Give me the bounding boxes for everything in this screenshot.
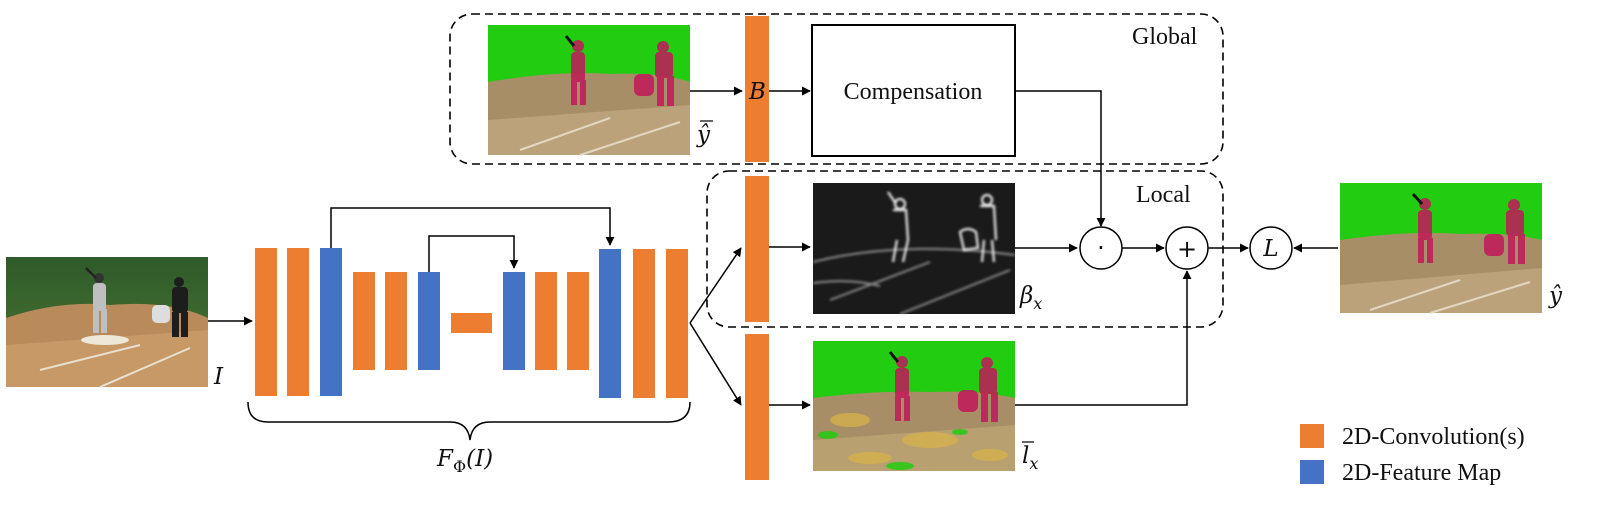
local-region-box <box>706 170 1224 328</box>
legend: 2D-Convolution(s) 2D-Feature Map <box>1300 424 1525 486</box>
compensation-label: Compensation <box>844 79 983 105</box>
conv-block <box>633 249 655 398</box>
feature-map-block <box>418 272 440 370</box>
target-image <box>1340 183 1542 314</box>
network-blocks <box>255 248 688 398</box>
legend-swatch-conv <box>1300 424 1324 448</box>
compensation-block <box>811 24 1016 157</box>
l-x-symbol: lx <box>1022 443 1038 473</box>
feature-map-block <box>599 249 621 398</box>
conv-block <box>353 272 375 370</box>
legend-swatch-feature <box>1300 460 1324 484</box>
input-image <box>6 257 208 388</box>
beta-uncertainty-map <box>812 183 1016 315</box>
loss-node <box>1249 226 1293 270</box>
local-region-label: Local <box>1136 182 1191 208</box>
bottleneck-label: B <box>748 79 766 105</box>
input-symbol: I <box>213 364 224 390</box>
branch-arrow-local <box>689 247 742 324</box>
legend-label-feature: 2D-Feature Map <box>1342 460 1501 486</box>
network-brace <box>247 401 691 441</box>
conv-block <box>287 248 309 396</box>
global-region-label: Global <box>1132 24 1198 50</box>
loss-op: L <box>1262 236 1278 262</box>
conv-block <box>385 272 407 370</box>
conv-block <box>666 249 688 398</box>
y-hat-symbol: ŷ <box>1548 283 1563 309</box>
branch-arrow-logits <box>689 322 742 406</box>
global-conv-block <box>745 16 769 162</box>
bottleneck-conv-block <box>451 313 492 333</box>
logits-prediction-image <box>813 341 1015 471</box>
logits-to-add-arrow <box>1015 270 1192 406</box>
add-op: + <box>1177 235 1197 263</box>
compensation-to-multiply-arrow <box>1015 90 1106 227</box>
local-conv-block <box>745 176 769 322</box>
network-function-label: FΦ(I) <box>436 446 493 476</box>
y-tilde-vec-symbol: ŷ <box>696 122 711 148</box>
legend-label-conv: 2D-Convolution(s) <box>1342 424 1525 450</box>
skip-connection-outer <box>330 207 615 248</box>
conv-block <box>567 272 589 370</box>
conv-block <box>255 248 277 396</box>
global-region-box <box>449 13 1224 165</box>
feature-map-block <box>503 272 525 370</box>
multiply-op: · <box>1097 234 1105 262</box>
logits-conv-block <box>745 334 769 480</box>
beta-symbol: βx <box>1019 283 1042 313</box>
skip-connection-inner <box>428 235 519 272</box>
global-input-image <box>488 25 690 156</box>
feature-map-block <box>320 248 342 396</box>
conv-block <box>535 272 557 370</box>
